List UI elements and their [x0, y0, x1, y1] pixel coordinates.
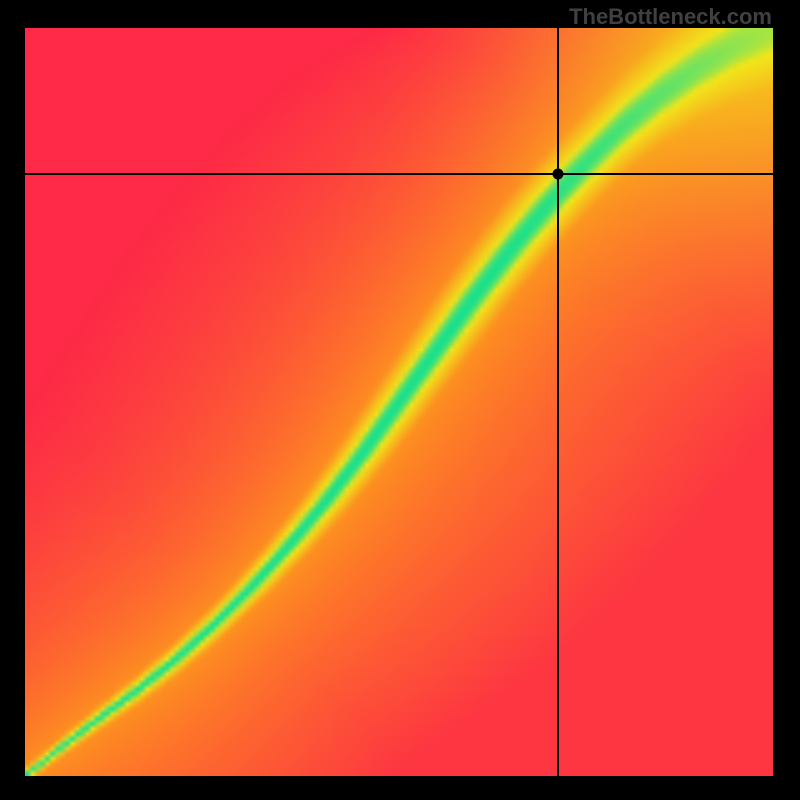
heatmap-frame — [25, 28, 773, 776]
crosshair-horizontal — [25, 173, 773, 175]
crosshair-vertical — [557, 28, 559, 776]
watermark-text: TheBottleneck.com — [569, 4, 772, 30]
heatmap-canvas — [25, 28, 773, 776]
crosshair-marker — [552, 168, 563, 179]
chart-container: TheBottleneck.com — [0, 0, 800, 800]
